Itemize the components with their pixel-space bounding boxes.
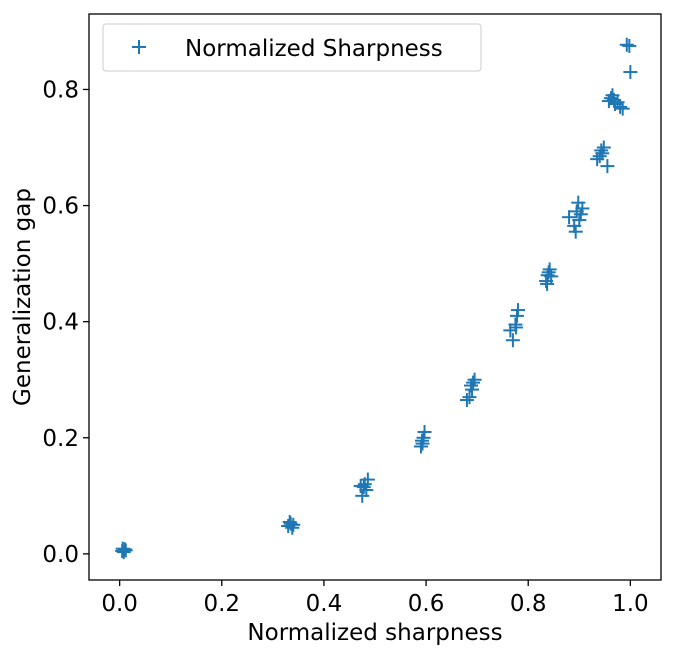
plot-area [88, 13, 662, 581]
data-point [467, 372, 482, 387]
y-axis-label: Generalization gap [10, 188, 36, 406]
data-point [353, 478, 368, 493]
axis-ticks: 0.0 0.2 0.4 0.6 0.8 1.0 0.0 0.2 0.4 0.6 0.8 [42, 77, 648, 617]
data-point [622, 38, 637, 53]
data-point [540, 276, 555, 291]
y-tick-label: 0.2 [42, 426, 79, 452]
data-point [607, 92, 622, 107]
data-point [118, 543, 133, 558]
data-point [568, 224, 583, 239]
y-tick-label: 0.0 [42, 542, 79, 568]
data-point [116, 545, 131, 560]
data-point [509, 308, 524, 323]
data-point [416, 430, 431, 445]
data-point [459, 393, 474, 408]
legend-marker-plus-icon [132, 40, 146, 54]
data-point [413, 439, 428, 454]
legend-marker-line [132, 40, 146, 54]
data-point [511, 303, 525, 318]
data-point [360, 472, 375, 487]
data-point [282, 514, 297, 529]
x-axis-label: Normalized sharpness [247, 620, 502, 646]
x-tick-label: 0.2 [203, 591, 240, 617]
data-point [462, 390, 477, 405]
data-point [594, 143, 609, 158]
data-point [542, 262, 557, 277]
data-point [573, 207, 588, 222]
data-point [600, 159, 615, 174]
data-point [544, 269, 559, 284]
data-point [595, 146, 610, 161]
data-point [356, 480, 371, 495]
y-tick-label: 0.6 [42, 194, 79, 220]
legend: Normalized Sharpness [102, 23, 482, 72]
x-tick-label: 0.8 [510, 591, 547, 617]
data-point [285, 520, 300, 535]
data-point [613, 99, 628, 114]
data-point [508, 320, 523, 335]
data-point [115, 541, 130, 556]
data-point [572, 213, 587, 228]
data-point [615, 101, 630, 116]
data-point [417, 424, 432, 439]
y-tick-label: 0.8 [42, 77, 79, 103]
legend-label: Normalized Sharpness [185, 36, 443, 62]
y-tick-label: 0.4 [42, 310, 79, 336]
data-points [115, 37, 638, 560]
legend-box [102, 23, 482, 72]
x-tick-label: 0.4 [306, 591, 343, 617]
x-tick-label: 1.0 [612, 591, 649, 617]
data-point [623, 65, 638, 80]
x-tick-label: 0.0 [101, 591, 138, 617]
data-point [286, 517, 301, 532]
data-point [465, 382, 480, 397]
data-point [596, 140, 611, 155]
data-point [619, 37, 634, 52]
data-point [562, 210, 577, 225]
data-point [466, 375, 481, 390]
data-point [505, 333, 520, 348]
data-point [575, 201, 590, 216]
data-point [415, 436, 430, 451]
x-tick-label: 0.6 [408, 591, 445, 617]
data-point [592, 149, 607, 164]
